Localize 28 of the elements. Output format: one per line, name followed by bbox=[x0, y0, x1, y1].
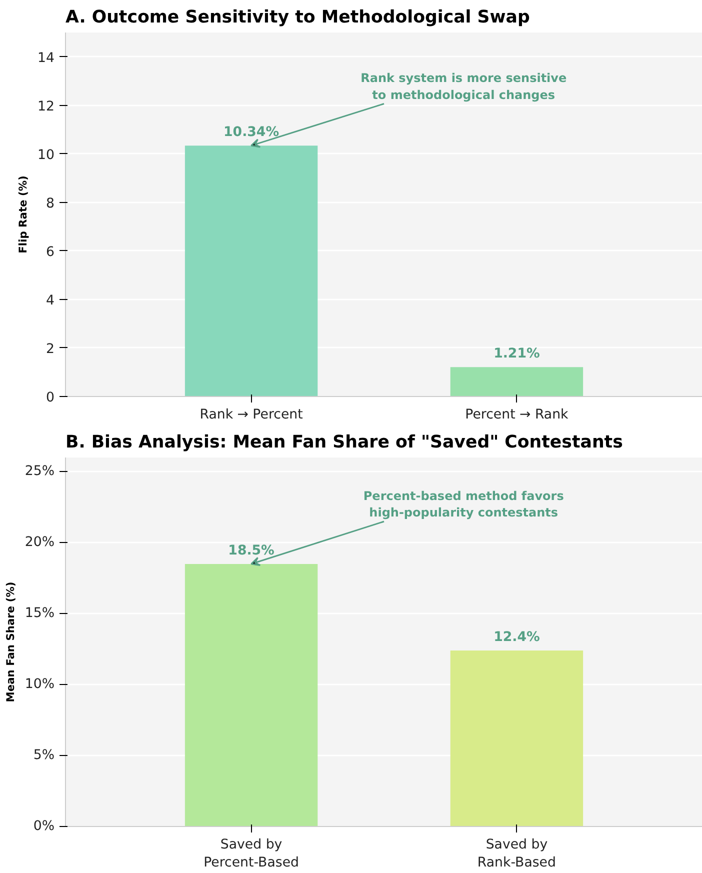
chart-title: A. Outcome Sensitivity to Methodological Swap bbox=[66, 8, 530, 28]
data-label: 18.5% bbox=[228, 543, 274, 558]
y-tick-label: 8 bbox=[46, 196, 55, 212]
y-tick-label: 15% bbox=[24, 606, 54, 622]
y-tick-label: 6 bbox=[46, 244, 55, 260]
y-tick-label: 0 bbox=[46, 390, 55, 406]
y-tick-label: 20% bbox=[24, 535, 54, 550]
y-tick-label: 25% bbox=[24, 464, 54, 480]
data-label: 1.21% bbox=[494, 346, 540, 362]
y-axis-title: Flip Rate (%) bbox=[16, 176, 30, 254]
annotation: Percent-based method favors high-popularity contestants bbox=[363, 488, 564, 520]
y-tick-label: 5% bbox=[33, 748, 55, 764]
chart-title: B. Bias Analysis: Mean Fan Share of "Saved" Contestants bbox=[66, 432, 623, 452]
data-label: 10.34% bbox=[224, 125, 280, 140]
y-tick-label: 4 bbox=[46, 293, 55, 308]
annotation: Rank system is more sensitive to methodological changes bbox=[360, 71, 567, 102]
y-axis-title: Mean Fan Share (%) bbox=[4, 582, 17, 702]
x-tick-label: Saved by Percent-Based bbox=[204, 838, 299, 870]
y-tick-label: 2 bbox=[46, 342, 55, 357]
y-tick-label: 10 bbox=[38, 148, 55, 163]
y-tick-label: 0% bbox=[33, 819, 55, 834]
x-tick-label: Rank → Percent bbox=[200, 408, 303, 422]
data-label: 12.4% bbox=[494, 630, 540, 645]
y-tick-label: 14 bbox=[38, 50, 55, 66]
y-tick-label: 10% bbox=[24, 677, 54, 692]
y-tick-label: 12 bbox=[38, 99, 55, 114]
x-tick-label: Percent → Rank bbox=[465, 408, 569, 422]
x-tick-label: Saved by Rank-Based bbox=[477, 838, 556, 870]
